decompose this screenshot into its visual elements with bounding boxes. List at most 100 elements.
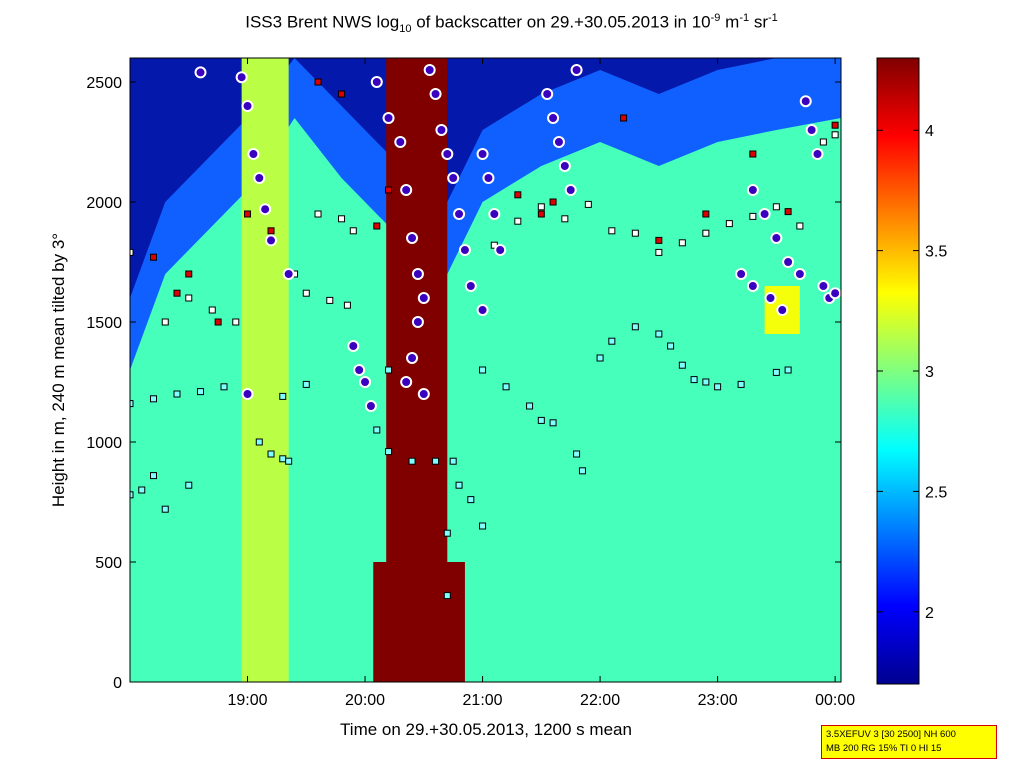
layer-marker-layer-low bbox=[385, 448, 393, 456]
title-unit-sr: sr bbox=[749, 12, 768, 32]
cloud-layer-circle bbox=[817, 280, 830, 292]
cloud-layer-circle bbox=[400, 376, 413, 388]
cloud-layer-circle bbox=[746, 280, 759, 292]
layer-marker-layer-high bbox=[749, 212, 757, 220]
x-axis-label: Time on 29.+30.05.2013, 1200 s mean bbox=[340, 720, 632, 739]
layer-marker-layer-low bbox=[185, 481, 193, 489]
layer-marker-layer-low bbox=[443, 529, 451, 537]
cloud-layer-circle bbox=[194, 66, 207, 79]
layer-marker-layer-high bbox=[831, 131, 839, 139]
cloud-layer-circle bbox=[347, 340, 360, 352]
layer-marker-layer-high bbox=[161, 318, 169, 326]
layer-marker-layer-red bbox=[244, 210, 252, 218]
colorbar-tick-label: 3 bbox=[925, 364, 934, 381]
cloud-layer-circle bbox=[353, 364, 366, 376]
layer-marker-layer-mid bbox=[197, 388, 205, 396]
cloud-layer-circle bbox=[406, 232, 419, 244]
layer-marker-layer-low bbox=[449, 457, 457, 465]
cloud-layer-circle bbox=[241, 100, 254, 112]
layer-marker-layer-high bbox=[725, 220, 733, 228]
layer-marker-layer-high bbox=[349, 227, 357, 235]
cloud-layer-circle bbox=[435, 124, 448, 136]
cloud-layer-circle bbox=[476, 304, 489, 316]
layer-marker-layer-high bbox=[678, 239, 686, 247]
cloud-layer-circle bbox=[770, 232, 783, 244]
layer-marker-layer-mid bbox=[150, 395, 158, 403]
cloud-layer-circle bbox=[776, 304, 789, 316]
layer-marker-layer-low bbox=[150, 472, 158, 480]
x-tick-label: 00:00 bbox=[815, 692, 855, 709]
cloud-layer-circle bbox=[417, 388, 430, 400]
layer-marker-layer-red bbox=[655, 236, 663, 244]
layer-marker-layer-mid bbox=[130, 400, 134, 408]
layer-marker-layer-mid bbox=[578, 467, 586, 475]
cloud-layer-circle bbox=[782, 256, 795, 268]
x-tick-label: 19:00 bbox=[227, 692, 267, 709]
layer-marker-layer-high bbox=[772, 203, 780, 211]
x-tick-label: 21:00 bbox=[463, 692, 503, 709]
layer-marker-layer-low bbox=[255, 438, 263, 446]
layer-marker-layer-red bbox=[373, 222, 381, 230]
layer-marker-layer-high bbox=[302, 289, 310, 297]
layer-marker-layer-red bbox=[385, 186, 393, 194]
layer-marker-layer-high bbox=[208, 306, 216, 314]
layer-marker-layer-red bbox=[514, 191, 522, 199]
x-axis: 19:00 20:00 21:00 22:00 23:00 00:00 bbox=[227, 58, 855, 709]
cloud-layer-circle bbox=[464, 280, 477, 292]
colorbar-tick-label: 4 bbox=[925, 123, 934, 140]
layer-marker-layer-low bbox=[467, 496, 475, 504]
layer-marker-layer-mid bbox=[784, 366, 792, 374]
layer-marker-layer-red bbox=[702, 210, 710, 218]
x-tick-label: 23:00 bbox=[698, 692, 738, 709]
layer-marker-layer-red bbox=[338, 90, 346, 98]
cloud-layer-circle bbox=[764, 292, 777, 304]
layer-marker-layer-mid bbox=[302, 380, 310, 388]
cloud-layer-circle bbox=[235, 71, 248, 84]
cloud-layer-circle bbox=[805, 124, 818, 136]
layer-marker-layer-mid bbox=[502, 383, 510, 391]
layer-marker-layer-red bbox=[150, 253, 158, 261]
backscatter-band bbox=[241, 58, 289, 682]
cloud-layer-circle bbox=[735, 268, 748, 280]
layer-marker-layer-high bbox=[232, 318, 240, 326]
layer-marker-layer-high bbox=[185, 294, 193, 302]
y-tick-label: 500 bbox=[95, 555, 122, 572]
cloud-layer-circle bbox=[382, 112, 395, 124]
colorbar bbox=[876, 57, 920, 685]
layer-marker-layer-high bbox=[584, 200, 592, 208]
cloud-layer-circle bbox=[746, 184, 759, 196]
y-tick-label: 1500 bbox=[86, 315, 122, 332]
detected-layer-markers bbox=[130, 64, 841, 600]
colorbar-ticks: 2 2.5 3 3.5 4 bbox=[877, 123, 947, 622]
layer-marker-layer-red bbox=[173, 289, 181, 297]
cloud-layer-circle bbox=[259, 203, 272, 216]
cloud-layer-circle bbox=[265, 234, 278, 247]
cloud-layer-circle bbox=[241, 388, 254, 400]
chart-title: ISS3 Brent NWS log10 of backscatter on 2… bbox=[0, 12, 1023, 35]
cloud-layer-circle bbox=[570, 64, 583, 76]
layer-marker-layer-high bbox=[655, 248, 663, 256]
title-prefix: ISS3 Brent NWS log bbox=[245, 12, 400, 32]
title-middle: of backscatter on 29.+30.05.2013 in 10 bbox=[411, 12, 711, 32]
layer-marker-layer-mid bbox=[690, 376, 698, 384]
cloud-layer-circle bbox=[411, 268, 424, 280]
layer-marker-layer-low bbox=[443, 592, 451, 600]
title-exponent-2: -1 bbox=[739, 12, 750, 24]
layer-marker-layer-red bbox=[214, 318, 222, 326]
cloud-layer-circle bbox=[793, 268, 806, 280]
cloud-layer-circle bbox=[417, 292, 430, 304]
cloud-layer-circle bbox=[453, 208, 466, 220]
backscatter-band bbox=[373, 562, 465, 682]
heatmap-plot bbox=[130, 58, 841, 682]
layer-marker-layer-low bbox=[432, 457, 440, 465]
layer-marker-layer-red bbox=[620, 114, 628, 122]
layer-marker-layer-high bbox=[537, 203, 545, 211]
cloud-layer-circle bbox=[247, 148, 260, 160]
y-tick-label: 2500 bbox=[86, 75, 122, 92]
cloud-layer-circle bbox=[829, 287, 841, 300]
layer-marker-layer-mid bbox=[608, 337, 616, 345]
layer-marker-layer-mid bbox=[537, 416, 545, 424]
cloud-layer-circle bbox=[359, 376, 372, 388]
layer-marker-layer-high bbox=[796, 222, 804, 230]
y-tick-label: 2000 bbox=[86, 195, 122, 212]
